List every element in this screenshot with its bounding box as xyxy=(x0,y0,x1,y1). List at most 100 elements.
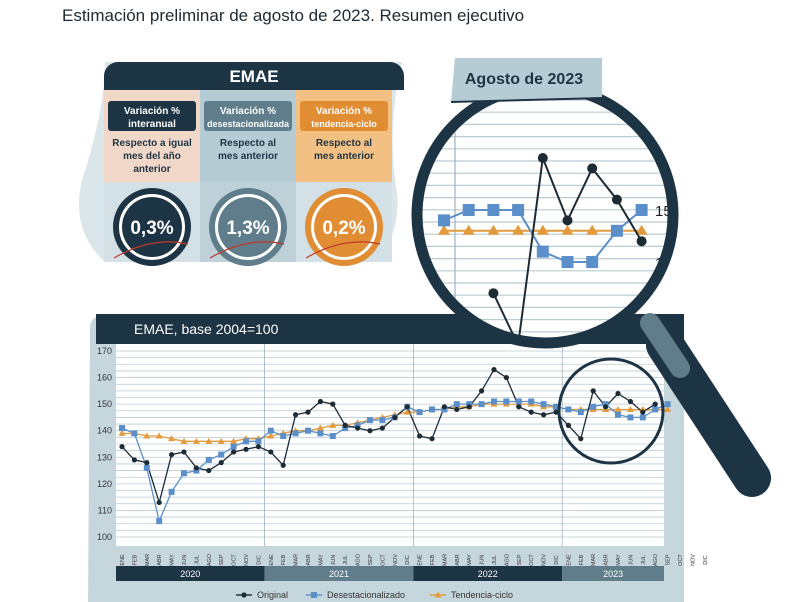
x-month-label: NOV xyxy=(244,554,250,566)
point-desestacionalizado xyxy=(379,417,386,424)
legend-marker xyxy=(241,592,247,598)
point-desestacionalizado xyxy=(243,438,249,445)
x-month-label: MAR xyxy=(442,554,448,566)
point-desestacionalizado xyxy=(602,401,609,408)
point-original xyxy=(404,404,410,410)
point-original xyxy=(193,465,199,471)
x-month-label: ABR xyxy=(306,554,312,565)
mag-point xyxy=(561,224,574,235)
x-month-label: SEP xyxy=(368,554,374,565)
x-month-label: JUN xyxy=(628,555,634,566)
indicator-header-line1: Variación % xyxy=(316,106,372,117)
x-month-label: SEP xyxy=(517,554,523,565)
indicator-swoosh xyxy=(113,241,189,259)
mag-point xyxy=(537,153,548,163)
x-month-label: DIC xyxy=(256,555,262,565)
point-tendencia-ciclo xyxy=(329,421,337,428)
emae-main-chart: EMAE, base 2004=100 100 110 120 130 140 150 16… xyxy=(88,314,709,602)
indicator-header-line2: interanual xyxy=(128,119,176,130)
point-original xyxy=(243,446,249,452)
point-desestacionalizado xyxy=(441,406,448,413)
mag-point xyxy=(587,163,598,174)
point-original xyxy=(652,401,658,407)
point-desestacionalizado xyxy=(143,464,150,471)
point-original xyxy=(640,409,646,415)
x-month-label: DIC xyxy=(703,555,709,565)
x-month-label: MAY xyxy=(467,554,473,566)
x-year-label: 2020 xyxy=(180,569,200,579)
point-original xyxy=(156,499,162,506)
mag-point xyxy=(536,224,549,235)
chart-legend: Original Desestacionalizado Tendencia-cicl… xyxy=(236,590,513,600)
point-desestacionalizado xyxy=(615,411,621,418)
mag-point xyxy=(636,236,647,247)
point-desestacionalizado xyxy=(367,417,373,424)
point-original xyxy=(454,406,460,413)
x-month-label: JUL xyxy=(641,555,647,565)
x-month-label: NOV xyxy=(542,554,548,566)
point-desestacionalizado xyxy=(218,451,225,458)
y-tick-label: 160 xyxy=(97,373,112,383)
x-month-label: ENE xyxy=(120,554,126,566)
x-month-label: FEB xyxy=(579,554,585,565)
indicator-1: Variación % interanual Respecto a igual mes… xyxy=(108,101,196,266)
mag-point xyxy=(438,224,450,235)
x-month-label: ENE xyxy=(418,554,424,566)
year-band xyxy=(562,566,664,581)
mag-point xyxy=(462,224,475,235)
x-month-label: JUL xyxy=(492,555,498,565)
point-tendencia-ciclo xyxy=(192,437,200,444)
point-desestacionalizado xyxy=(156,518,163,525)
point-desestacionalizado xyxy=(639,414,646,421)
point-desestacionalizado xyxy=(305,427,311,434)
indicator-header xyxy=(108,101,196,131)
page-title: Estimación preliminar de agosto de 2023.… xyxy=(62,6,525,25)
indicator-header-line1: Variación % xyxy=(220,106,276,117)
x-month-label: ENE xyxy=(269,554,275,566)
point-desestacionalizado xyxy=(342,425,349,432)
legend-marker xyxy=(311,592,317,598)
year-band xyxy=(413,566,563,581)
magnifier-label-bg xyxy=(451,58,602,102)
x-year-label: 2022 xyxy=(478,569,498,579)
emae-card: EMAE Variación % interanual Respecto a igu… xyxy=(78,62,404,266)
point-desestacionalizado xyxy=(528,398,535,405)
point-original xyxy=(441,404,447,410)
indicator-description: mes del año xyxy=(123,151,181,162)
point-desestacionalizado xyxy=(119,425,125,432)
point-desestacionalizado xyxy=(354,422,361,429)
point-original xyxy=(565,422,572,428)
point-tendencia-ciclo xyxy=(180,437,188,444)
x-month-label: FEB xyxy=(281,554,287,565)
point-tendencia-ciclo xyxy=(205,437,213,444)
indicator-description: mes anterior xyxy=(314,151,374,162)
point-original xyxy=(342,422,348,428)
point-desestacionalizado xyxy=(453,401,460,408)
mag-tick-label: 160 xyxy=(655,99,680,116)
point-desestacionalizado xyxy=(429,406,435,413)
x-month-label: OCT xyxy=(380,554,386,566)
point-original xyxy=(317,398,323,405)
point-original xyxy=(181,449,187,455)
x-month-label: FEB xyxy=(132,554,138,565)
x-month-label: JUN xyxy=(480,555,486,566)
x-month-label: MAY xyxy=(318,554,324,566)
emae-card-title: EMAE xyxy=(229,67,278,86)
point-original xyxy=(615,390,621,397)
point-tendencia-ciclo xyxy=(168,435,176,442)
point-original xyxy=(516,404,522,410)
y-tick-label: 100 xyxy=(97,532,112,542)
point-original xyxy=(268,449,274,455)
indicator-header xyxy=(300,101,388,131)
mag-point xyxy=(536,245,549,258)
mag-point xyxy=(611,194,622,205)
point-tendencia-ciclo xyxy=(267,432,275,439)
point-original xyxy=(280,462,286,468)
point-original xyxy=(305,409,311,415)
point-original xyxy=(169,452,175,458)
point-tendencia-ciclo xyxy=(614,405,622,412)
legend-label: Desestacionalizado xyxy=(327,590,405,600)
x-month-label: SEP xyxy=(219,554,225,565)
point-original xyxy=(255,444,261,450)
